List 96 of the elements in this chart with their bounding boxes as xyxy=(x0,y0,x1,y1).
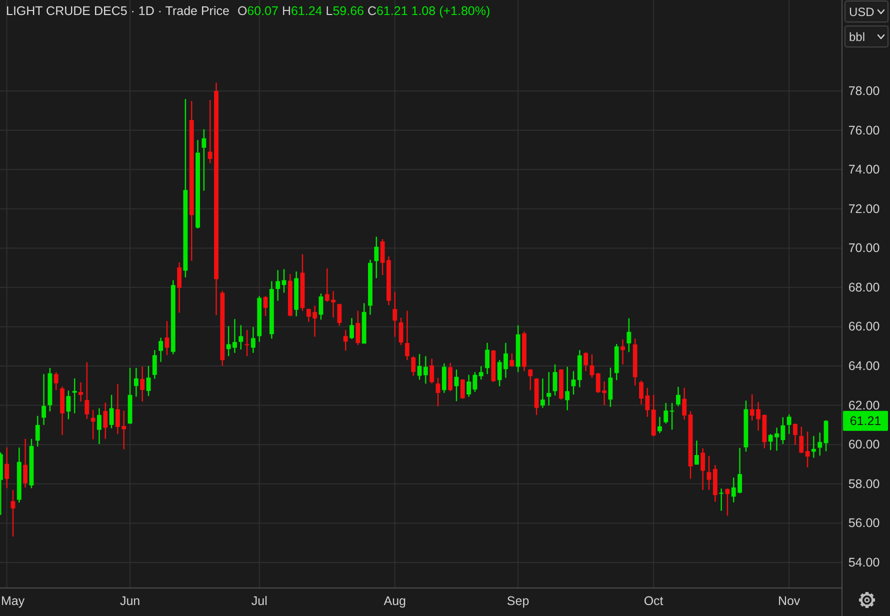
candlestick xyxy=(664,402,668,424)
candlestick xyxy=(485,342,490,375)
candlestick xyxy=(356,310,360,346)
candlestick xyxy=(546,371,552,406)
candlestick xyxy=(430,358,434,384)
candlestick xyxy=(282,268,286,294)
text: 61.21 xyxy=(850,414,882,428)
candlestick xyxy=(202,128,206,192)
candlestick xyxy=(78,382,83,402)
candlestick xyxy=(90,409,96,440)
candlestick xyxy=(700,448,706,491)
candlestick xyxy=(799,426,804,454)
candlestick xyxy=(620,338,625,366)
candlestick xyxy=(54,371,58,391)
candlestick xyxy=(10,489,16,538)
chart-title: LIGHT CRUDE DEC5 · 1D · Trade Price xyxy=(6,3,230,19)
candlestick xyxy=(103,402,108,440)
x-tick-label: Jun xyxy=(120,594,140,608)
candlestick xyxy=(109,394,114,429)
candlestick xyxy=(510,352,514,368)
y-tick-label: 64.00 xyxy=(848,359,880,373)
candlestick xyxy=(404,310,410,361)
candlestick xyxy=(238,324,244,350)
candlestick xyxy=(177,262,182,314)
candlestick xyxy=(263,295,268,317)
x-tick-label: Oct xyxy=(644,594,664,608)
annotation: 61.21 xyxy=(376,4,408,18)
candlestick xyxy=(584,351,588,372)
candlestick xyxy=(786,414,792,435)
candlestick xyxy=(42,373,46,426)
y-tick-label: 62.00 xyxy=(848,398,880,412)
y-tick-label: 78.00 xyxy=(848,84,880,98)
candlestick xyxy=(565,366,570,411)
candlestick xyxy=(818,432,822,456)
candlestick xyxy=(318,292,324,320)
candlestick xyxy=(676,386,680,407)
text: bbl xyxy=(849,30,866,44)
candlestick xyxy=(658,416,662,434)
candlestick xyxy=(805,431,810,468)
candlestick xyxy=(140,366,145,402)
candlestick xyxy=(423,356,428,384)
candlestick xyxy=(350,317,354,340)
candlestick xyxy=(374,236,379,279)
candlestick xyxy=(417,353,422,380)
candlestick xyxy=(66,390,71,420)
candlestick xyxy=(250,326,256,354)
candlestick xyxy=(670,402,674,430)
y-tick-label: 72.00 xyxy=(848,202,880,216)
y-tick-label: 60.00 xyxy=(848,438,880,452)
candlestick xyxy=(811,435,816,458)
candlestick xyxy=(719,488,724,512)
candlestick xyxy=(694,440,699,466)
candlestick xyxy=(478,366,484,380)
candlestick xyxy=(134,367,138,398)
y-tick-label: 76.00 xyxy=(848,123,880,138)
y-tick-label: 74.00 xyxy=(848,162,880,177)
candlestick xyxy=(411,356,416,376)
candlestick xyxy=(442,362,446,394)
candlestick xyxy=(343,329,348,352)
candlestick xyxy=(436,377,440,407)
y-tick-label: 70.00 xyxy=(848,241,880,256)
x-tick-label: Jul xyxy=(251,594,268,608)
candlestick xyxy=(608,367,613,408)
candlestick xyxy=(540,378,545,408)
x-tick-label: Nov xyxy=(778,594,801,608)
candlestick xyxy=(4,446,10,489)
candlestick xyxy=(146,365,151,397)
candlestick xyxy=(454,368,459,402)
candlestick xyxy=(448,362,453,392)
y-tick-label: 66.00 xyxy=(848,320,880,334)
candlestick xyxy=(706,455,712,491)
candlestick xyxy=(337,303,342,326)
y-tick-label: 58.00 xyxy=(848,476,880,491)
y-tick-label: 54.00 xyxy=(848,555,880,570)
candlestick xyxy=(552,364,558,396)
y-tick-label: 56.00 xyxy=(848,516,880,530)
candlestick xyxy=(35,415,40,448)
candlestick xyxy=(23,438,28,488)
candlestick xyxy=(392,291,398,338)
x-tick-label: May xyxy=(1,594,26,608)
text: USD xyxy=(849,5,875,19)
candlestick xyxy=(158,337,164,362)
candlestick xyxy=(97,408,102,445)
candlestick xyxy=(528,368,533,391)
candlestick xyxy=(793,422,798,446)
candlestick xyxy=(152,349,157,380)
candlestick xyxy=(244,329,250,357)
candlestick xyxy=(460,378,465,400)
candlestick xyxy=(398,317,404,346)
candlestick xyxy=(276,270,280,302)
y-tick-label: 68.00 xyxy=(848,280,880,294)
x-tick-label: Sep xyxy=(506,594,530,608)
x-tick-label: Aug xyxy=(384,594,406,608)
candlestick xyxy=(682,387,687,420)
candlestick xyxy=(626,318,632,353)
candlestick xyxy=(84,362,90,420)
